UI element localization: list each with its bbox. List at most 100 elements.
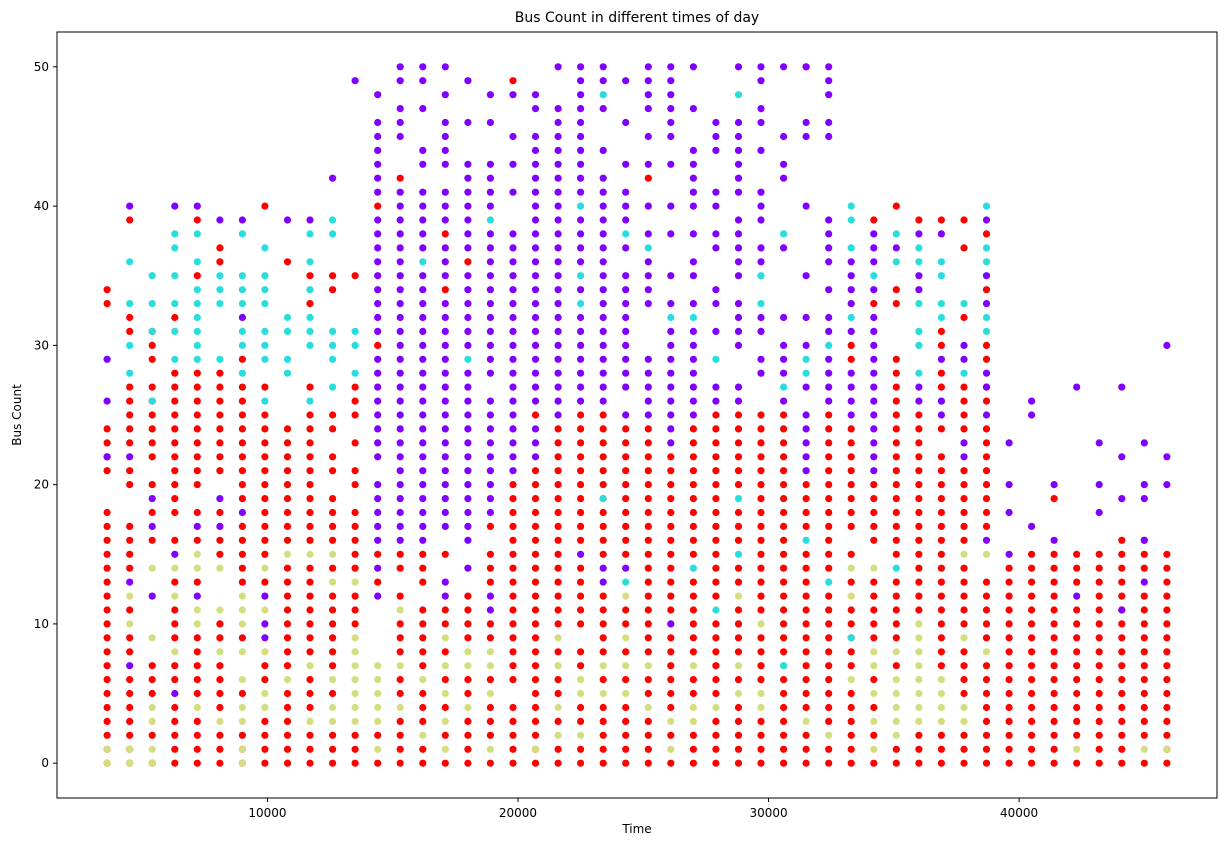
data-point	[509, 355, 517, 363]
data-point	[870, 620, 878, 628]
data-point	[757, 662, 765, 670]
data-point	[126, 411, 134, 419]
data-point	[734, 578, 743, 586]
data-point	[509, 160, 517, 168]
data-point	[554, 648, 562, 656]
data-point	[1095, 648, 1103, 656]
data-point	[1140, 578, 1148, 586]
data-point	[892, 564, 900, 572]
data-point	[577, 286, 585, 294]
data-point	[577, 132, 585, 141]
data-point	[870, 759, 878, 767]
data-point	[216, 355, 224, 363]
data-point	[1050, 689, 1058, 698]
data-point	[464, 481, 472, 489]
data-point	[441, 300, 449, 308]
data-point	[509, 132, 517, 141]
data-point	[622, 689, 630, 698]
data-point	[531, 522, 540, 531]
data-point	[847, 564, 855, 572]
data-point	[780, 578, 788, 586]
data-point	[960, 411, 968, 419]
data-point	[712, 355, 720, 363]
data-point	[892, 467, 900, 475]
data-point	[283, 536, 292, 544]
data-point	[374, 411, 382, 419]
data-point	[1118, 495, 1126, 503]
data-point	[644, 759, 652, 767]
data-point	[802, 313, 810, 322]
data-point	[351, 606, 359, 614]
data-point	[689, 508, 698, 517]
data-point	[283, 759, 292, 767]
data-point	[351, 662, 359, 670]
data-point	[374, 300, 382, 308]
data-point	[599, 216, 607, 224]
data-point	[892, 425, 900, 433]
data-point	[238, 536, 246, 544]
data-point	[937, 592, 946, 600]
data-point	[283, 606, 292, 614]
data-point	[374, 313, 382, 322]
data-point	[757, 105, 765, 113]
data-point	[238, 467, 246, 475]
data-point	[780, 174, 788, 182]
data-point	[802, 662, 810, 670]
data-point	[599, 258, 607, 266]
data-point	[126, 662, 134, 670]
data-point	[1028, 676, 1036, 684]
data-point	[486, 327, 494, 335]
data-point	[1095, 550, 1103, 558]
data-point	[982, 689, 991, 698]
data-point	[283, 495, 292, 503]
data-point	[937, 453, 946, 461]
data-point	[396, 188, 404, 196]
data-point	[1005, 439, 1013, 447]
data-point	[193, 411, 201, 419]
data-point	[464, 745, 472, 753]
data-point	[780, 703, 788, 712]
data-point	[577, 202, 585, 210]
data-point	[712, 620, 720, 628]
data-point	[531, 369, 540, 377]
data-point	[261, 745, 269, 753]
data-point	[599, 564, 607, 572]
data-point	[982, 550, 991, 558]
data-point	[554, 258, 562, 266]
data-point	[712, 327, 720, 335]
data-point	[915, 369, 923, 377]
data-point	[554, 564, 562, 572]
data-point	[1050, 592, 1058, 600]
data-point	[1140, 759, 1148, 767]
data-point	[712, 662, 720, 670]
data-point	[193, 355, 201, 363]
data-point	[441, 578, 449, 586]
data-point	[419, 606, 427, 614]
data-point	[193, 564, 201, 572]
data-point	[960, 244, 968, 252]
data-point	[870, 300, 878, 308]
data-point	[1163, 453, 1171, 461]
data-point	[937, 495, 946, 503]
data-point	[892, 397, 900, 405]
data-point	[216, 634, 224, 642]
data-point	[622, 522, 630, 531]
data-point	[193, 327, 201, 335]
data-point	[171, 578, 179, 586]
data-point	[734, 258, 743, 266]
data-point	[148, 592, 156, 600]
data-point	[329, 564, 337, 572]
data-point	[419, 383, 427, 391]
data-point	[892, 230, 900, 238]
data-point	[960, 578, 968, 586]
data-point	[847, 216, 855, 224]
data-point	[306, 467, 314, 475]
data-point	[554, 327, 562, 335]
data-point	[283, 453, 292, 461]
data-point	[126, 300, 134, 308]
data-point	[644, 63, 652, 71]
data-point	[1140, 648, 1148, 656]
data-point	[509, 327, 517, 335]
data-point	[171, 606, 179, 614]
data-point	[1140, 536, 1148, 544]
